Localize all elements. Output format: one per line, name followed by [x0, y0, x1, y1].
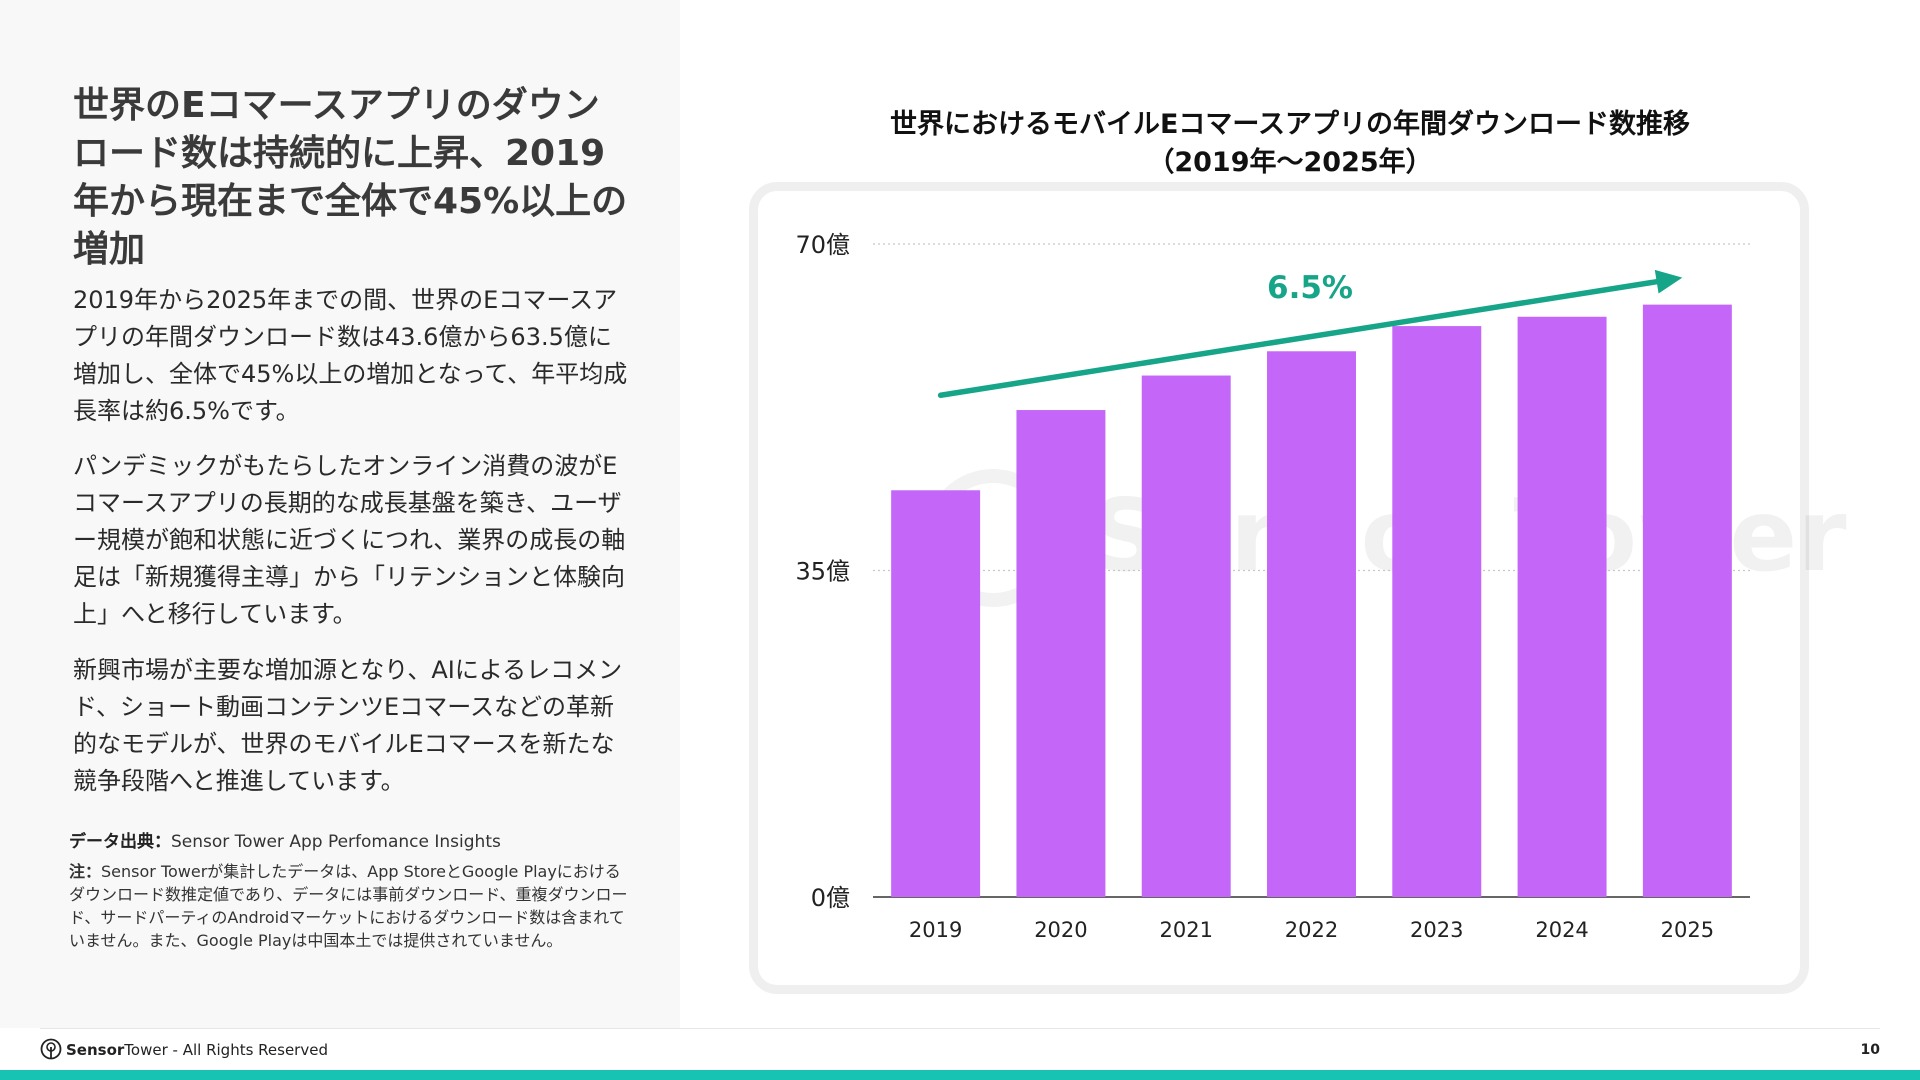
x-tick-label: 2024	[1535, 918, 1588, 942]
y-tick-label: 35億	[795, 558, 850, 586]
footer-copyright: SensorTower - All Rights Reserved	[66, 1040, 328, 1060]
bar-2022	[1267, 351, 1356, 897]
bar-2021	[1141, 375, 1231, 898]
footnote-text: Sensor Towerが集計したデータは、App StoreとGoogle P…	[69, 862, 628, 950]
paragraph-emerging-markets: 新興市場が主要な増加源となり、AIによるレコメンド、ショート動画コンテンツEコマ…	[73, 656, 623, 795]
bar-2025	[1642, 304, 1732, 897]
x-tick-label: 2023	[1410, 918, 1463, 942]
footer-rights: - All Rights Reserved	[167, 1041, 328, 1059]
trend-arrow-head-icon	[1654, 269, 1683, 294]
bar-2020	[1016, 410, 1106, 897]
y-tick-label: 0億	[811, 884, 850, 912]
x-tick-label: 2021	[1159, 918, 1212, 942]
footer-accent-bar	[0, 1070, 1920, 1080]
sensor-tower-logo-icon	[40, 1038, 62, 1060]
left-panel: 世界のEコマースアプリのダウンロード数は持続的に上昇、2019年から現在まで全体…	[0, 0, 680, 1028]
paragraph-pandemic: パンデミックがもたらしたオンライン消費の波がEコマースアプリの長期的な成長基盤を…	[73, 452, 626, 628]
bar-2024	[1517, 316, 1607, 898]
data-source-label: データ出典：	[69, 832, 171, 852]
x-tick-label: 2025	[1661, 918, 1714, 942]
y-tick-label: 70億	[795, 231, 850, 259]
data-source-value: Sensor Tower App Perfomance Insights	[171, 832, 501, 852]
bar-2019	[891, 490, 981, 897]
footnote: 注：Sensor Towerが集計したデータは、App StoreとGoogle…	[69, 860, 629, 952]
paragraph-growth: 2019年から2025年までの間、世界のEコマースアプリの年間ダウンロード数は4…	[73, 286, 628, 425]
chart-title-line1: 世界におけるモバイルEコマースアプリの年間ダウンロード数推移	[889, 109, 1691, 140]
x-tick-label: 2022	[1285, 918, 1338, 942]
x-tick-label: 2020	[1034, 918, 1087, 942]
footer-divider	[40, 1028, 1880, 1029]
cagr-label: 6.5%	[1267, 270, 1353, 306]
footer-brand-tower: Tower	[124, 1041, 168, 1059]
data-source: データ出典：Sensor Tower App Perfomance Insigh…	[69, 830, 629, 854]
chart-title: 世界におけるモバイルEコマースアプリの年間ダウンロード数推移 （2019年～20…	[740, 106, 1840, 182]
chart-title-line2: （2019年～2025年）	[1147, 147, 1433, 178]
x-tick-label: 2019	[909, 918, 962, 942]
bar-2023	[1392, 326, 1482, 897]
page-number: 10	[1860, 1042, 1880, 1058]
page-title: 世界のEコマースアプリのダウンロード数は持続的に上昇、2019年から現在まで全体…	[73, 85, 628, 270]
footer-brand-sensor: Sensor	[66, 1041, 125, 1059]
trend-arrow-line	[937, 278, 1660, 399]
footnote-label: 注：	[69, 862, 102, 881]
